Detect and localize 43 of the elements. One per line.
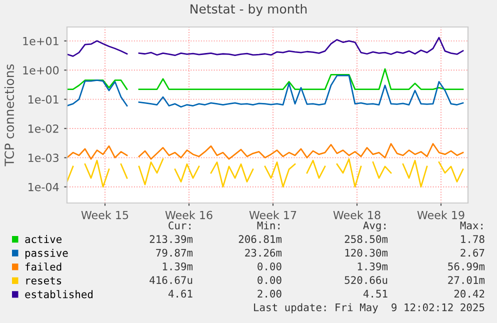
text: 27.01m <box>448 276 485 284</box>
x-tick-label: Week 16 <box>165 210 212 220</box>
text: 206.81m <box>238 235 282 244</box>
y-tick-label: 1e-04 <box>28 182 59 192</box>
text: 4.61 <box>168 290 192 298</box>
y-tick-label: 1e-02 <box>28 124 58 133</box>
chart-title: Netstat - by month <box>190 4 307 16</box>
legend-label: established <box>25 290 93 298</box>
y-tick-label: 1e+00 <box>23 66 59 74</box>
legend-label: resets <box>26 277 62 284</box>
legend-label: active <box>25 235 62 244</box>
text: 4.51 <box>363 290 388 298</box>
text: 520.66u <box>344 276 388 284</box>
text: 2.67 <box>460 248 484 257</box>
text: 1.78 <box>461 235 484 244</box>
text: 0.00 <box>258 262 282 270</box>
text: 416.67u <box>150 276 192 284</box>
text: 120.30m <box>345 248 388 257</box>
text: 1.39m <box>358 262 388 270</box>
y-tick-label: 1e-01 <box>28 95 58 104</box>
text: 213.39m <box>150 235 193 244</box>
text: Last update: Fri May 9 12:02:12 2025 <box>254 303 484 314</box>
text: 1.39m <box>162 262 193 270</box>
text: 258.50m <box>344 235 388 244</box>
text: Max: <box>460 222 482 230</box>
legend-label: failed <box>25 262 62 271</box>
y-tick-label: 1e+01 <box>23 36 58 46</box>
x-tick-label: Week 17 <box>249 210 296 220</box>
text: Avg: <box>363 222 386 232</box>
text: 20.42 <box>454 290 484 298</box>
x-tick-label: Week 18 <box>333 210 380 220</box>
y-axis-title: TCP connections <box>4 64 14 166</box>
x-tick-label: Week 15 <box>81 210 128 220</box>
text: 23.26m <box>245 248 282 257</box>
y-tick-label: 1e-03 <box>28 154 58 162</box>
text: 2.00 <box>258 290 282 298</box>
text: 0.00 <box>258 276 282 284</box>
text: Cur: <box>168 222 190 230</box>
text: Min: <box>257 221 280 230</box>
text: 56.99m <box>448 262 485 270</box>
x-tick-label: Week 19 <box>417 210 464 220</box>
text: 79.87m <box>156 248 193 257</box>
legend-label: passive <box>25 248 68 259</box>
